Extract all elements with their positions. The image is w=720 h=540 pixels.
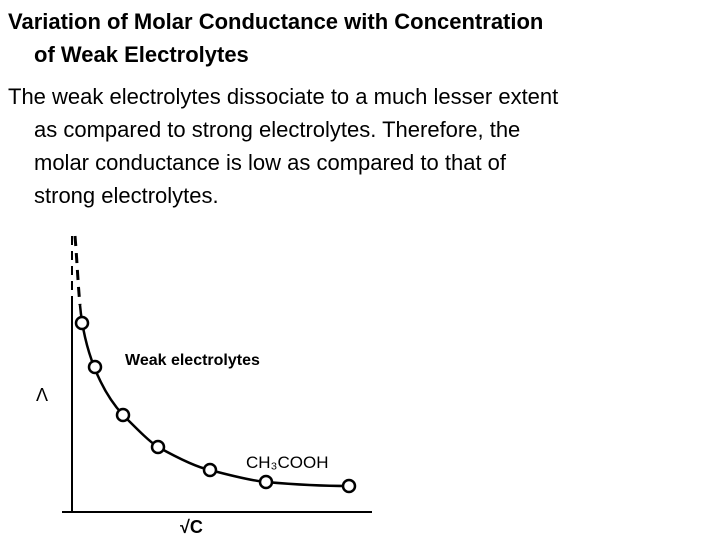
title-line: Variation of Molar Conductance with Conc…	[8, 9, 544, 34]
point	[150, 439, 166, 455]
curve	[78, 304, 350, 488]
body-line: The weak electrolytes dissociate to a mu…	[8, 84, 559, 109]
body-line: molar conductance is low as compared to …	[34, 150, 507, 175]
title-line: of Weak Electrolytes	[34, 42, 249, 67]
body-line: as compared to strong electrolytes. Ther…	[34, 117, 521, 142]
curve-label: Weak electrolytes	[125, 352, 260, 369]
point	[202, 462, 218, 478]
body-line: strong electrolytes.	[34, 183, 219, 208]
curve-extrapolation	[73, 235, 82, 306]
point	[341, 478, 357, 494]
point	[87, 359, 103, 375]
x-axis-label: √C	[180, 517, 203, 537]
point	[115, 407, 131, 423]
point	[74, 315, 90, 331]
point	[258, 474, 274, 490]
y-axis-label: Λ	[36, 385, 48, 405]
points	[74, 315, 357, 494]
compound-label: CH₃COOH	[246, 453, 328, 472]
